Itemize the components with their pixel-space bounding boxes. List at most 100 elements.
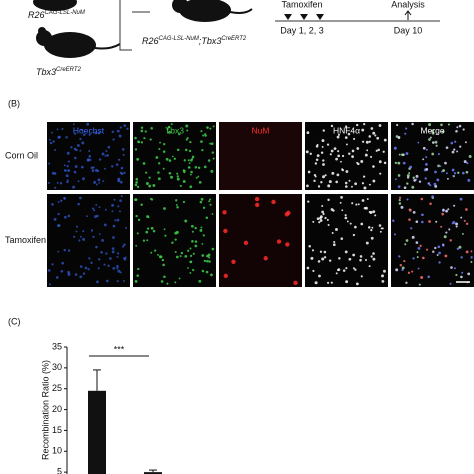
nucleus [316,217,320,220]
nucleus [341,168,344,171]
nucleus [445,231,448,234]
nucleus [439,165,442,168]
nucleus [360,222,364,226]
nucleus [363,122,366,126]
nucleus [208,256,211,259]
nucleus [184,254,188,258]
nucleus [335,272,338,275]
nucleus [166,128,169,131]
nucleus [326,143,330,146]
nucleus [337,150,340,153]
y-tick-label: 25 [52,383,62,393]
nucleus [146,239,149,242]
nucleus [164,234,167,237]
nucleus [162,167,165,170]
nucleus [205,216,209,220]
nucleus [398,198,401,202]
nucleus [142,239,146,242]
nucleus [145,171,148,174]
nucleus [322,129,325,132]
nucleus [465,170,469,174]
treatment-days: Day 1, 2, 3 [280,25,324,35]
nucleus [416,251,419,254]
nucleus [194,226,197,230]
nucleus [458,124,462,128]
nucleus [436,254,439,257]
nucleus [72,123,75,126]
nucleus [92,235,95,239]
nucleus [378,224,382,227]
nucleus [61,127,64,131]
nucleus [123,280,125,282]
nucleus [134,198,138,201]
cross-lines [119,0,150,51]
nucleus [95,168,98,172]
nucleus [428,220,431,223]
nucleus [185,124,189,128]
nucleus [318,221,321,224]
nucleus [116,255,119,258]
nucleus [165,157,169,161]
nucleus [426,248,429,251]
nucleus [182,169,185,172]
nucleus [118,210,121,213]
nucleus [397,136,401,139]
nucleus [200,140,203,143]
nucleus [431,195,434,199]
nucleus [349,222,352,225]
nucleus [445,172,448,175]
nucleus [150,126,153,130]
nucleus [86,158,90,162]
nucleus [356,161,359,164]
channel-label: HNF4α [333,125,360,135]
nucleus [222,210,227,215]
nucleus [116,267,119,270]
nucleus [327,184,331,188]
nucleus [47,181,51,185]
nucleus [101,152,105,156]
nucleus [158,255,162,259]
nucleus [421,220,424,224]
nucleus [88,257,91,260]
nucleus [431,131,435,135]
nucleus [322,163,325,166]
nucleus [82,133,86,136]
y-tick-label: 5 [57,467,62,474]
nucleus [465,250,469,254]
nucleus [223,273,228,279]
nucleus [446,177,449,180]
nucleus [442,208,445,212]
nucleus [309,152,312,156]
nucleus [322,213,325,216]
nucleus [166,282,169,285]
nucleus [331,171,335,175]
nucleus [401,266,405,270]
nucleus [361,128,365,132]
nucleus [78,239,81,242]
nucleus [51,203,54,206]
nucleus [413,179,416,182]
nucleus [189,260,193,264]
nucleus [199,200,203,204]
nucleus [159,141,162,144]
nucleus [445,146,449,150]
nucleus [114,219,117,222]
nucleus [80,128,83,131]
nucleus [67,160,70,163]
nucleus [56,181,59,184]
nucleus [411,235,415,239]
nucleus [117,177,121,181]
nucleus [470,250,473,253]
nucleus [109,257,112,260]
nucleus [209,127,212,130]
nucleus [442,169,445,172]
nucleus [72,185,76,189]
nucleus [168,130,171,134]
mouse-icons [33,0,253,58]
nucleus [155,156,159,159]
nucleus [396,123,399,127]
nucleus [324,174,327,177]
nucleus [427,275,431,279]
nucleus [463,160,467,164]
nucleus [401,153,404,157]
